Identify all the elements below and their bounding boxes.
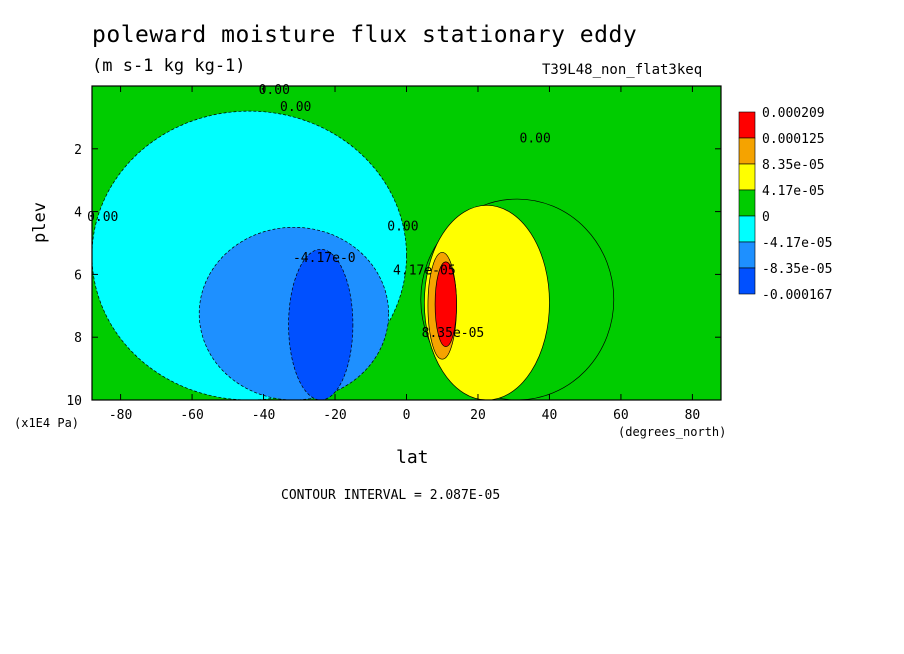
x-tick-label: 60 (613, 408, 629, 423)
x-tick-label: 40 (542, 408, 558, 423)
y-tick-label: 4 (74, 206, 82, 221)
legend-swatch (738, 111, 756, 139)
contour-label: 0.00 (280, 100, 311, 115)
legend-label: 4.17e-05 (762, 184, 825, 199)
contour-label: 4.17e-05 (393, 263, 456, 278)
legend-swatch (738, 267, 756, 295)
x-axis-unit: (degrees_north) (618, 425, 727, 439)
run-label: T39L48_non_flat3keq (542, 62, 703, 78)
contour-label: 0.00 (387, 219, 418, 234)
color-legend: 0.000209 0.000125 8.35e-05 4.17e-05 0 -4.17e-… (738, 106, 832, 303)
y-tick-label: 8 (74, 331, 82, 346)
contour-label: 0.00 (520, 132, 551, 147)
x-tick-label: -20 (323, 408, 346, 423)
contour-label: 0.00 (87, 210, 118, 225)
filled-contours (92, 86, 721, 400)
chart-title: poleward moisture flux stationary eddy (92, 22, 638, 48)
legend-swatch (738, 241, 756, 269)
contour-label: 8.35e-05 (422, 326, 485, 341)
x-tick-label: 20 (470, 408, 486, 423)
y-tick-label: 2 (74, 143, 82, 158)
x-tick-label: -40 (252, 408, 275, 423)
x-axis-label: lat (396, 447, 429, 468)
legend-label: 0 (762, 210, 770, 225)
x-tick-label: 0 (403, 408, 411, 423)
legend-label: -0.000167 (762, 288, 832, 303)
contour-label: -4.17e-0 (293, 251, 356, 266)
field-region-4 (424, 204, 550, 400)
y-tick-label: 10 (66, 394, 82, 409)
legend-label: 8.35e-05 (762, 158, 825, 173)
legend-label: -4.17e-05 (762, 236, 832, 251)
field-region-6 (434, 261, 457, 347)
legend-swatch (738, 137, 756, 165)
legend-label: 0.000209 (762, 106, 825, 121)
contour-interval-text: CONTOUR INTERVAL = 2.087E-05 (281, 488, 501, 503)
x-tick-label: 80 (685, 408, 701, 423)
axes: -80 -60 -40 -20 0 20 40 60 80 2 4 6 8 10 (66, 86, 721, 423)
legend-label: -8.35e-05 (762, 262, 832, 277)
legend-swatch (738, 163, 756, 191)
x-tick-label: -60 (180, 408, 203, 423)
legend-label: 0.000125 (762, 132, 825, 147)
x-tick-label: -80 (109, 408, 132, 423)
y-axis-unit: (x1E4 Pa) (14, 416, 80, 430)
legend-swatch (738, 189, 756, 217)
chart-units: (m s-1 kg kg-1) (92, 56, 246, 76)
legend-swatch (738, 215, 756, 243)
field-region-2 (288, 248, 354, 400)
y-tick-label: 6 (74, 268, 82, 283)
